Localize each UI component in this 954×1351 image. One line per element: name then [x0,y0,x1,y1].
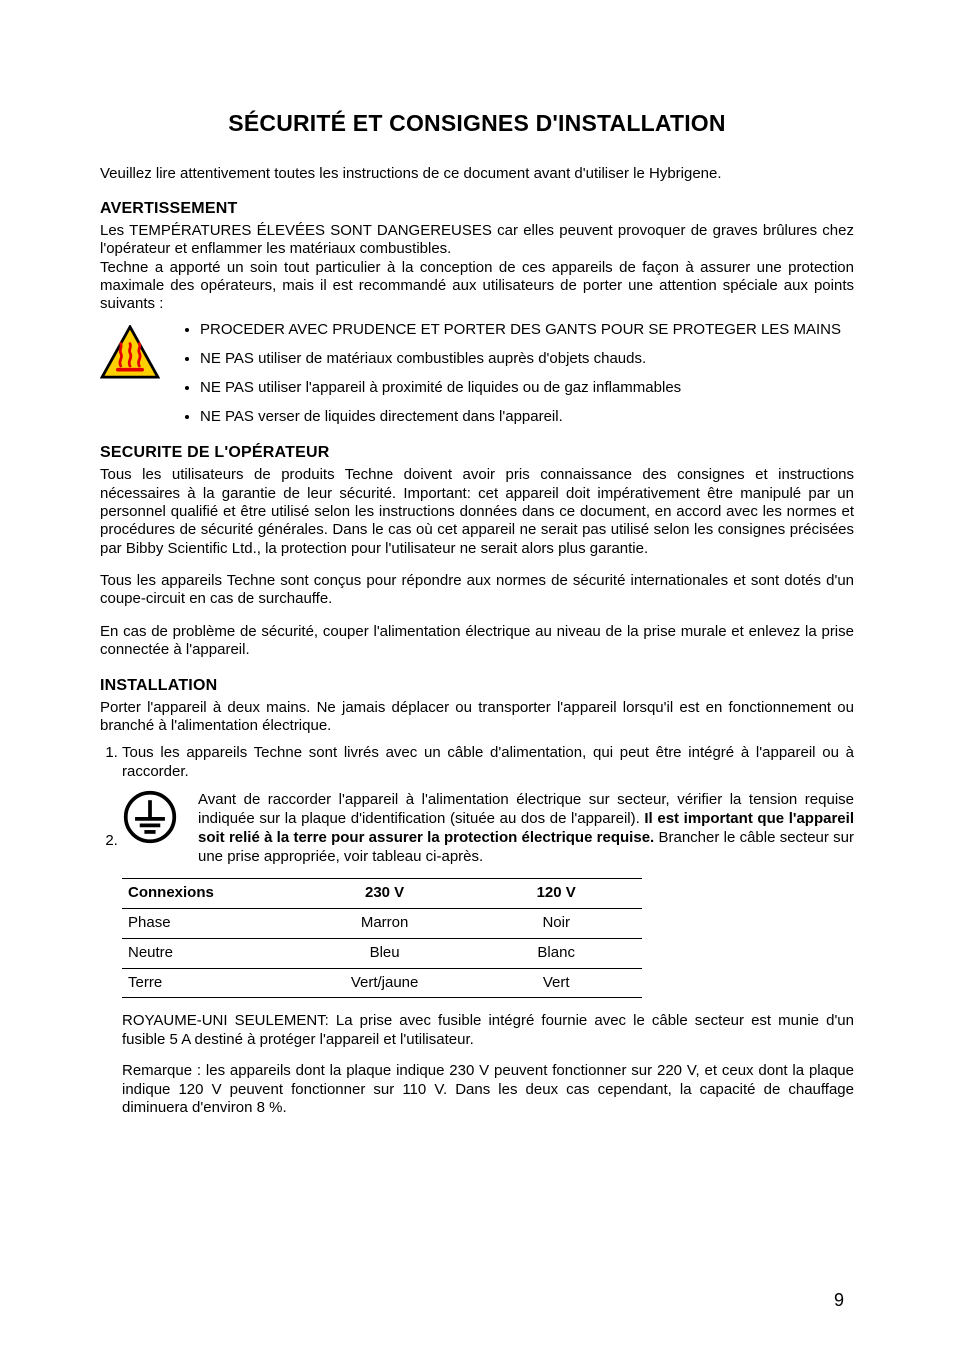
table-row: Terre Vert/jaune Vert [122,968,642,998]
install-item-1: Tous les appareils Techne sont livrés av… [122,744,854,782]
table-header: 230 V [299,879,471,909]
bullet-item: PROCEDER AVEC PRUDENCE ET PORTER DES GAN… [200,321,841,340]
section-securite: SECURITE DE L'OPÉRATEUR Tous les utilisa… [100,444,854,659]
remark: Remarque : les appareils dont la plaque … [122,1062,854,1118]
table-row: Phase Marron Noir [122,909,642,939]
avertissement-heading: AVERTISSEMENT [100,200,854,218]
intro-text: Veuillez lire attentivement toutes les i… [100,165,854,182]
section-avertissement: AVERTISSEMENT Les TEMPÉRATURES ÉLEVÉES S… [100,200,854,426]
page-number: 9 [834,1290,844,1311]
securite-p3: En cas de problème de sécurité, couper l… [100,623,854,660]
installation-heading: INSTALLATION [100,677,854,695]
table-header: Connexions [122,879,299,909]
uk-note: ROYAUME-UNI SEULEMENT: La prise avec fus… [122,1012,854,1050]
connections-table: Connexions 230 V 120 V Phase Marron Noir… [122,878,642,998]
table-row: Neutre Bleu Blanc [122,938,642,968]
securite-p2: Tous les appareils Techne sont conçus po… [100,572,854,609]
avertissement-bullets: PROCEDER AVEC PRUDENCE ET PORTER DES GAN… [182,321,841,426]
table-cell: Vert/jaune [299,968,471,998]
install-item-2-text: Avant de raccorder l'appareil à l'alimen… [198,791,854,866]
avertissement-p2: Techne a apporté un soin tout particulie… [100,259,854,314]
ground-icon [122,789,180,851]
table-cell: Phase [122,909,299,939]
table-header: 120 V [470,879,642,909]
table-row: Connexions 230 V 120 V [122,879,642,909]
table-cell: Neutre [122,938,299,968]
table-cell: Marron [299,909,471,939]
hot-surface-icon [100,325,160,384]
table-cell: Blanc [470,938,642,968]
bullet-item: NE PAS utiliser l'appareil à proximité d… [200,379,841,398]
page-title: SÉCURITÉ ET CONSIGNES D'INSTALLATION [100,110,854,137]
install-item-2: Avant de raccorder l'appareil à l'alimen… [122,791,854,1118]
installation-p1: Porter l'appareil à deux mains. Ne jamai… [100,699,854,736]
bullet-item: NE PAS utiliser de matériaux combustible… [200,350,841,369]
table-cell: Noir [470,909,642,939]
securite-p1: Tous les utilisateurs de produits Techne… [100,466,854,557]
table-cell: Bleu [299,938,471,968]
table-cell: Terre [122,968,299,998]
bullet-item: NE PAS verser de liquides directement da… [200,408,841,427]
avertissement-p1: Les TEMPÉRATURES ÉLEVÉES SONT DANGEREUSE… [100,222,854,259]
installation-list: Tous les appareils Techne sont livrés av… [100,744,854,1118]
securite-heading: SECURITE DE L'OPÉRATEUR [100,444,854,462]
section-installation: INSTALLATION Porter l'appareil à deux ma… [100,677,854,1118]
table-cell: Vert [470,968,642,998]
